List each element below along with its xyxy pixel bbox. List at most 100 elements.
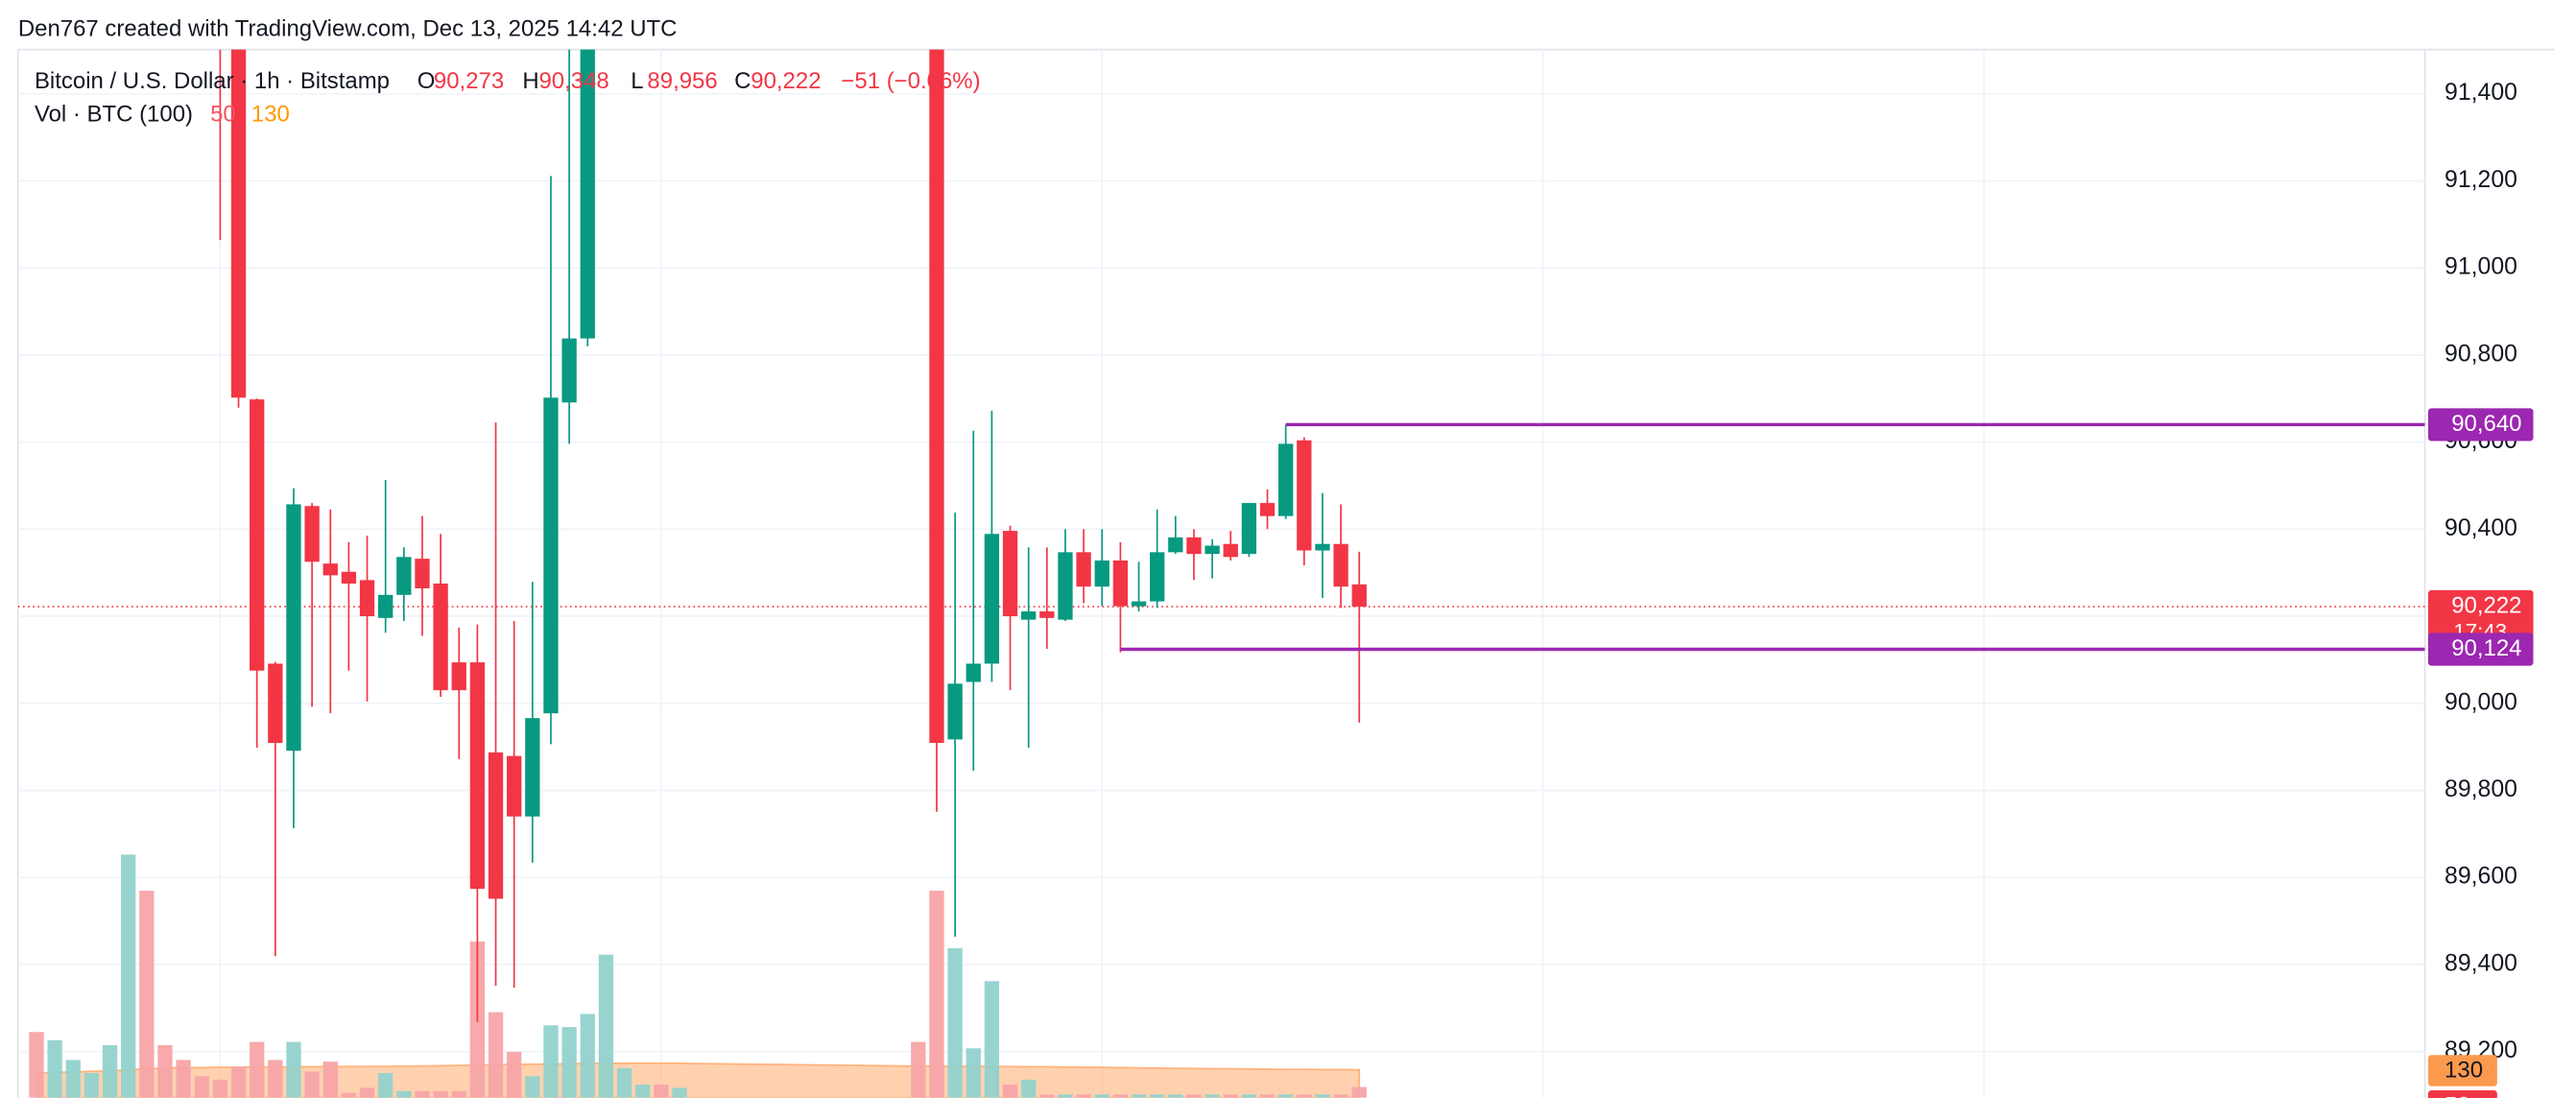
level-badge [2427,408,2534,442]
ohlc-key: L [631,68,643,94]
volume-bar [1333,1094,1348,1098]
volume-bar [47,1039,62,1098]
legend: Bitcoin / U.S. Dollar · 1h · Bitstamp Vo… [35,68,981,127]
volume-bar [250,1041,265,1098]
volume-bar [341,1092,357,1098]
y-tick-label: 91,400 [2445,80,2517,106]
volume-bar [359,1087,375,1098]
candle-body [359,580,375,617]
volume-ma-axis-label: 130 [2445,1058,2483,1084]
candle-body [268,663,283,744]
volume-bar [286,1041,301,1098]
volume-ma-value: 130 [251,101,290,127]
ohlc-key: O [417,68,436,94]
volume-bar [1039,1094,1055,1098]
candle-body [1297,440,1312,551]
volume-bar [65,1060,81,1098]
volume-bar [194,1076,209,1098]
level-label: 90,124 [2451,635,2521,661]
candle-body [984,534,1000,664]
volume-bar [1351,1086,1367,1098]
candle-body [1186,537,1202,555]
y-tick-label: 91,200 [2445,167,2517,193]
volume-bar [268,1060,283,1098]
volume-bar [616,1067,632,1098]
candle-body [1278,443,1294,516]
volume-bar [1205,1094,1220,1098]
volume-bar [507,1051,522,1098]
candle-body [1241,503,1257,555]
volume-bar [525,1076,540,1098]
candle-body [433,584,448,691]
volume-bar [1168,1094,1183,1098]
volume-bar [598,954,614,1098]
level-badge [2427,633,2534,666]
candle-body [1021,611,1037,620]
volume-axis-label: 50 [2445,1092,2470,1098]
volume-bar [1021,1079,1037,1098]
volume-bar [911,1041,926,1098]
volume-bar [1297,1094,1312,1098]
candle-body [451,662,466,691]
volume-bar [672,1087,687,1098]
volume-bar [543,1025,559,1098]
volume-bar [1002,1085,1018,1098]
volume-bar [396,1090,412,1098]
candle-body [525,718,540,817]
volume-bar [139,891,155,1098]
candle-body [250,399,265,671]
volume-bar [1315,1094,1330,1098]
volume-value: 50 [210,101,236,127]
candle-body [1094,560,1109,587]
volume-badge [2427,1089,2497,1098]
y-tick-label: 90,400 [2445,515,2517,541]
candle-body [322,563,338,576]
grid [17,49,2425,1098]
volume-bar [1223,1094,1238,1098]
ohlc-value: 90,348 [538,68,608,94]
candle-body [396,557,412,595]
volume-bar [966,1048,981,1098]
volume-name: Vol · BTC (100) [35,101,193,127]
volume-bar [157,1044,173,1098]
candle-body [230,49,247,398]
volume-ma-badge [2427,1055,2497,1086]
volume-bar [322,1062,338,1098]
volume-bar [654,1085,669,1098]
candle-body [341,571,357,585]
ohlc-key: C [734,68,751,94]
volume-bar [1241,1094,1257,1098]
candle-body [469,662,486,889]
volume-bar [1259,1094,1276,1098]
candle-body [561,338,577,403]
candle-body [507,755,522,817]
volume-bar [212,1079,228,1098]
volume-bar [1058,1094,1073,1098]
volume-bar [1186,1094,1202,1098]
candle-body [378,594,394,618]
y-tick-label: 90,800 [2445,341,2517,367]
volume-bar [1150,1094,1165,1098]
y-tick-label: 90,000 [2445,689,2517,715]
volume-bar [83,1072,100,1098]
volume-bar [433,1090,448,1098]
volume-bar [415,1090,430,1098]
plot-area [17,49,2425,1098]
ohlc-value: 90,222 [751,68,821,94]
candle-body [1039,611,1055,618]
candle-body [304,506,320,562]
candle-body [1259,503,1276,516]
y-tick-label: 89,600 [2445,864,2517,890]
volume-bar [1112,1094,1129,1098]
volume-bar [451,1090,466,1098]
candle-body [1058,552,1073,620]
y-tick-label: 89,800 [2445,776,2517,802]
volume-bar [121,854,136,1098]
volume-bar [488,1012,504,1098]
volume-bar [1076,1094,1091,1098]
volume-bar [378,1072,394,1098]
change-label: −51 (−0.06%) [841,68,980,94]
